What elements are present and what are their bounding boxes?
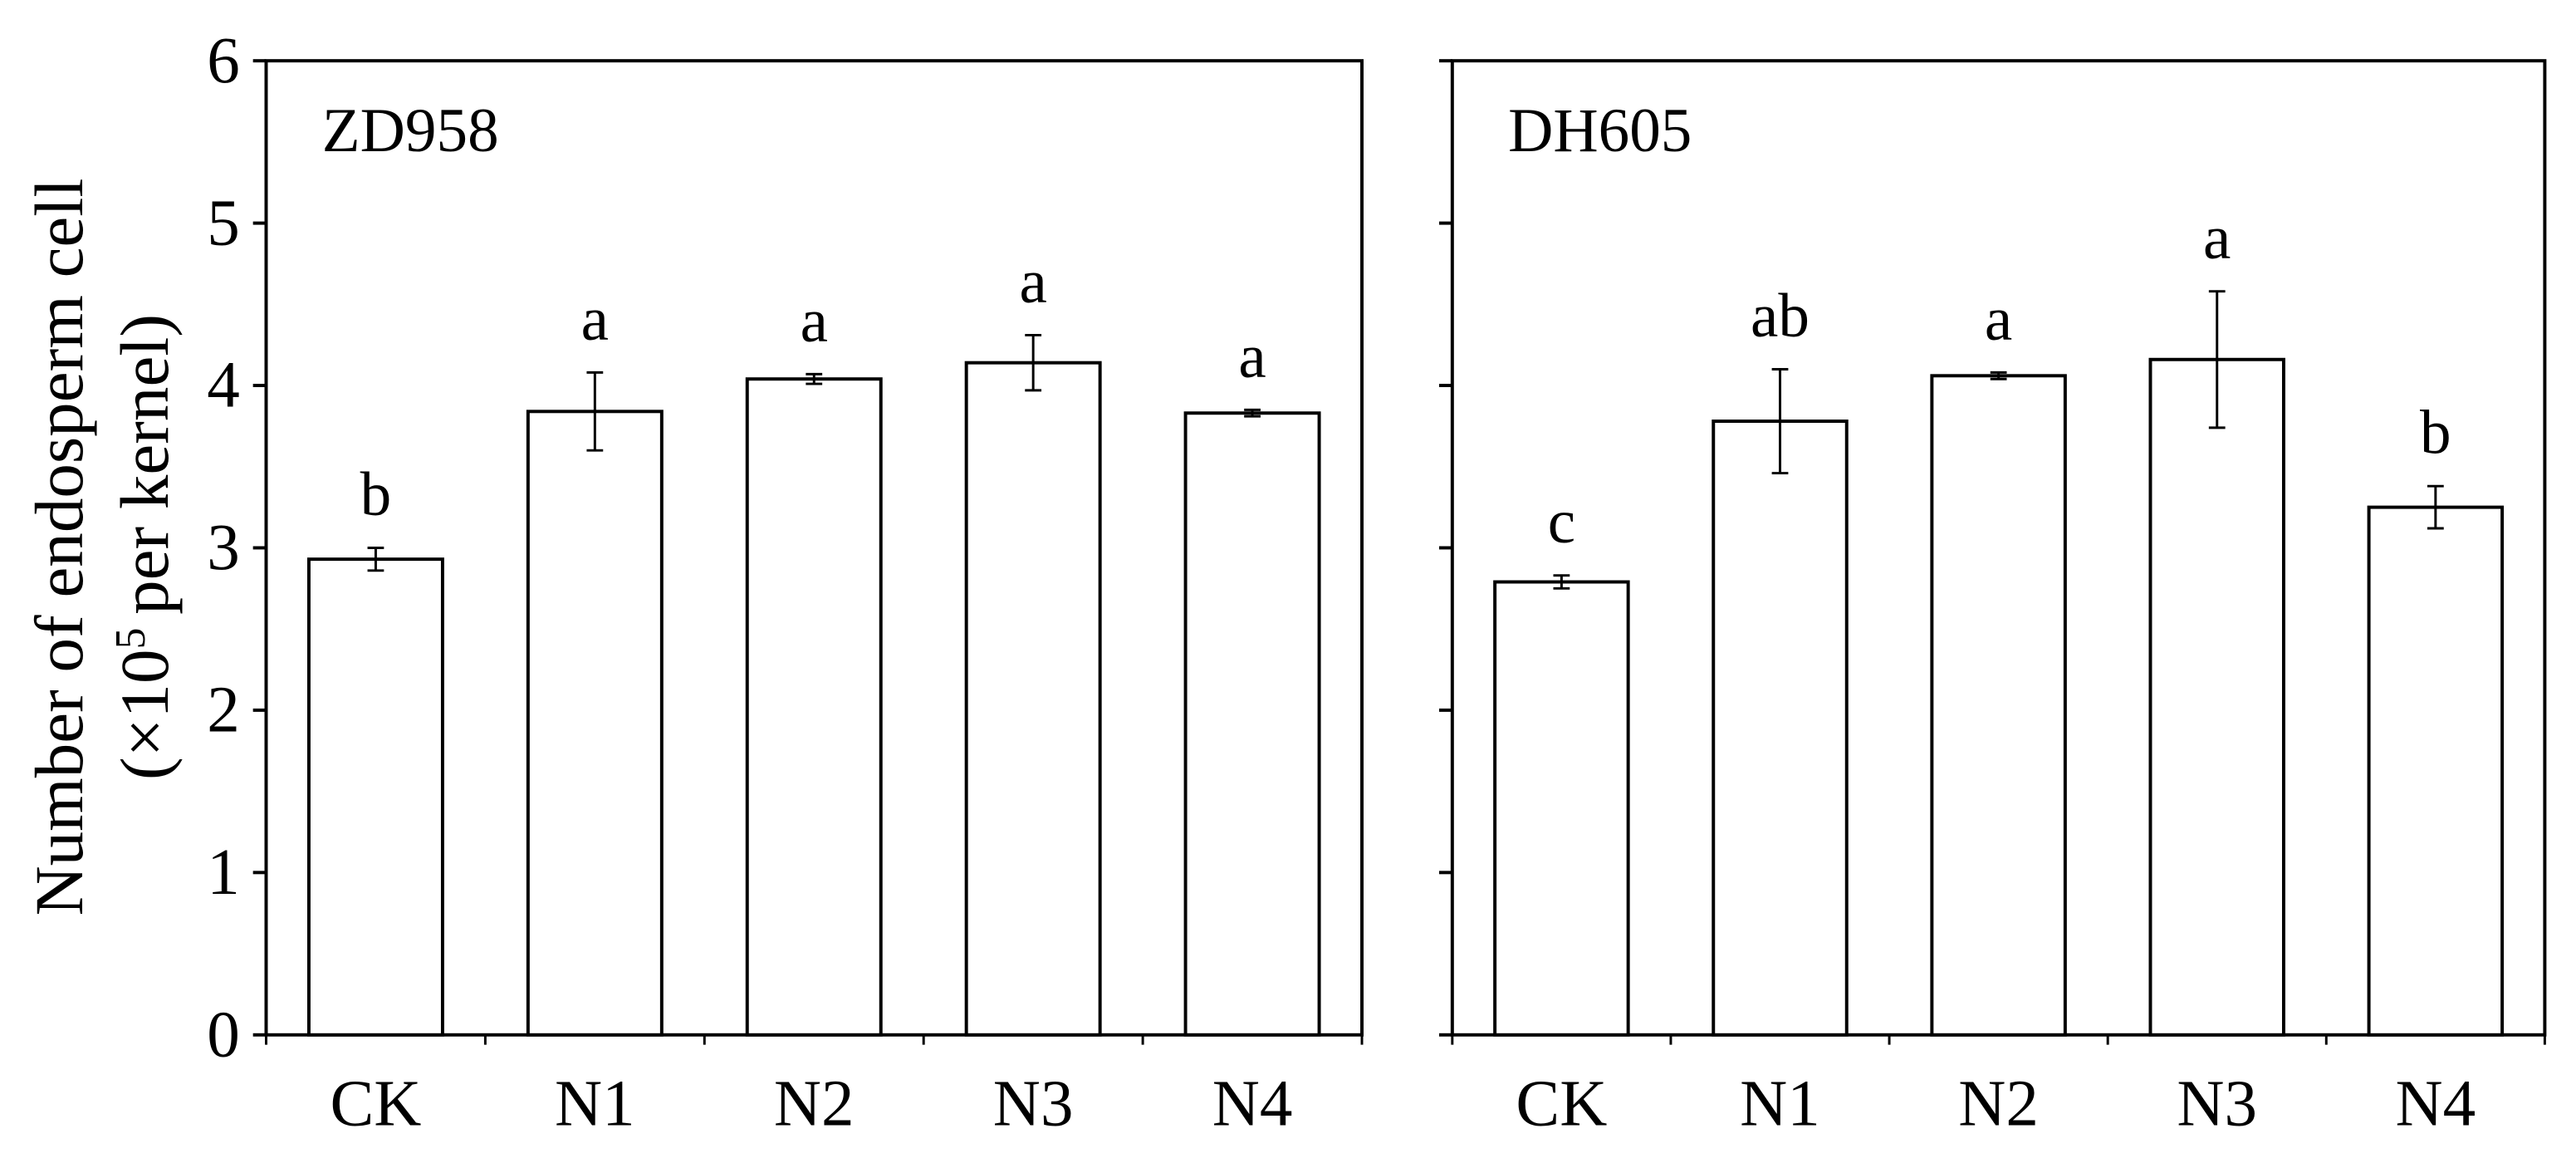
significance-letter: c (1548, 488, 1575, 557)
error-bar (1771, 368, 1789, 475)
bar (306, 557, 444, 1037)
bar (1183, 411, 1321, 1037)
y-tick-label: 4 (207, 350, 240, 422)
y-tick-label: 6 (207, 25, 240, 97)
y-tick-label: 2 (207, 675, 240, 747)
x-tick-label: N3 (993, 1068, 1074, 1141)
error-bar (1990, 370, 2007, 380)
significance-letter: a (1985, 285, 2012, 354)
significance-letter: a (801, 287, 828, 356)
y-tick-label: 1 (207, 837, 240, 909)
y-axis-label-superscript: 5 (107, 628, 154, 650)
x-tick-label: N3 (2177, 1068, 2257, 1141)
bar (1930, 374, 2067, 1037)
significance-letter: b (360, 460, 392, 529)
x-tick-label: CK (1516, 1068, 1607, 1141)
bar (1712, 420, 1849, 1037)
bar (2148, 357, 2285, 1037)
significance-letter: b (2420, 399, 2451, 468)
error-bar (1553, 574, 1570, 590)
error-bar (2427, 484, 2444, 530)
significance-letter: a (2203, 204, 2231, 272)
error-bar (806, 372, 823, 385)
significance-letter: ab (1751, 282, 1810, 351)
y-axis-label-part: per kernel) (106, 314, 183, 615)
panel-title: DH605 (1508, 96, 1692, 165)
y-tick-label: 0 (207, 999, 240, 1071)
y-axis-label: Number of endosperm cell (21, 179, 97, 916)
significance-letter: a (581, 285, 609, 354)
error-bar (586, 370, 604, 452)
error-bar (2208, 290, 2226, 429)
error-bar (1244, 408, 1261, 418)
x-tick-label: N2 (774, 1068, 855, 1141)
bar (2367, 505, 2505, 1037)
bar (1493, 580, 1630, 1037)
x-tick-label: N4 (2395, 1068, 2476, 1141)
significance-letter: a (1238, 322, 1266, 391)
significance-letter: a (1019, 248, 1046, 317)
error-bar (1025, 333, 1042, 392)
bar (745, 377, 883, 1037)
error-bar (367, 546, 384, 572)
x-tick-label: N2 (1958, 1068, 2039, 1141)
y-tick-label: 5 (207, 187, 240, 259)
y-axis-label: (×105 per kernel) (106, 314, 183, 780)
x-tick-label: CK (330, 1068, 421, 1141)
panel-title: ZD958 (322, 96, 499, 165)
bar (526, 410, 664, 1037)
bar (964, 361, 1102, 1037)
y-axis-label-part: (×10 (106, 649, 183, 780)
y-tick-label: 3 (207, 512, 240, 584)
x-tick-label: N1 (1740, 1068, 1820, 1141)
x-tick-label: N1 (555, 1068, 635, 1141)
x-tick-label: N4 (1212, 1068, 1293, 1141)
